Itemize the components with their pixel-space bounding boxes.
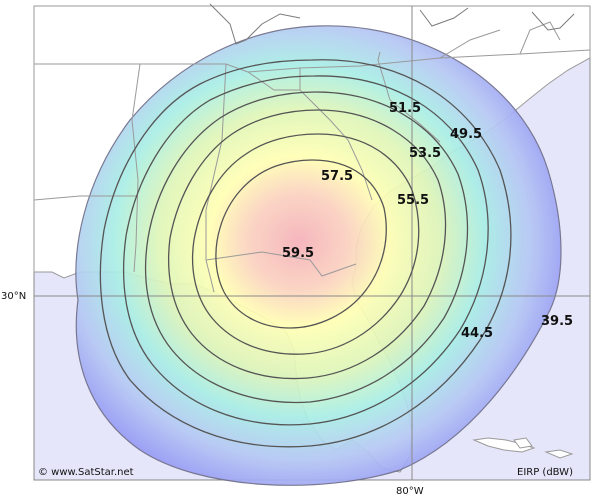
credit-text: © www.SatStar.net <box>38 467 134 478</box>
contour-label-59-5: 59.5 <box>282 246 314 261</box>
legend-unit: EIRP (dBW) <box>517 467 573 478</box>
contour-label-49-5: 49.5 <box>450 127 482 142</box>
contour-label-51-5: 51.5 <box>389 101 421 116</box>
latitude-label: 30°N <box>1 291 26 302</box>
contour-label-53-5: 53.5 <box>409 146 441 161</box>
contour-label-57-5: 57.5 <box>321 169 353 184</box>
longitude-label: 80°W <box>396 486 424 497</box>
eirp-contours <box>99 59 512 448</box>
state-borders <box>33 21 591 293</box>
contour-label-39-5: 39.5 <box>541 314 573 329</box>
graticule <box>34 6 590 480</box>
beam-footprint <box>75 25 562 486</box>
coastline <box>209 3 575 45</box>
contour-label-44-5: 44.5 <box>461 326 493 341</box>
contour-label-55-5: 55.5 <box>397 193 429 208</box>
